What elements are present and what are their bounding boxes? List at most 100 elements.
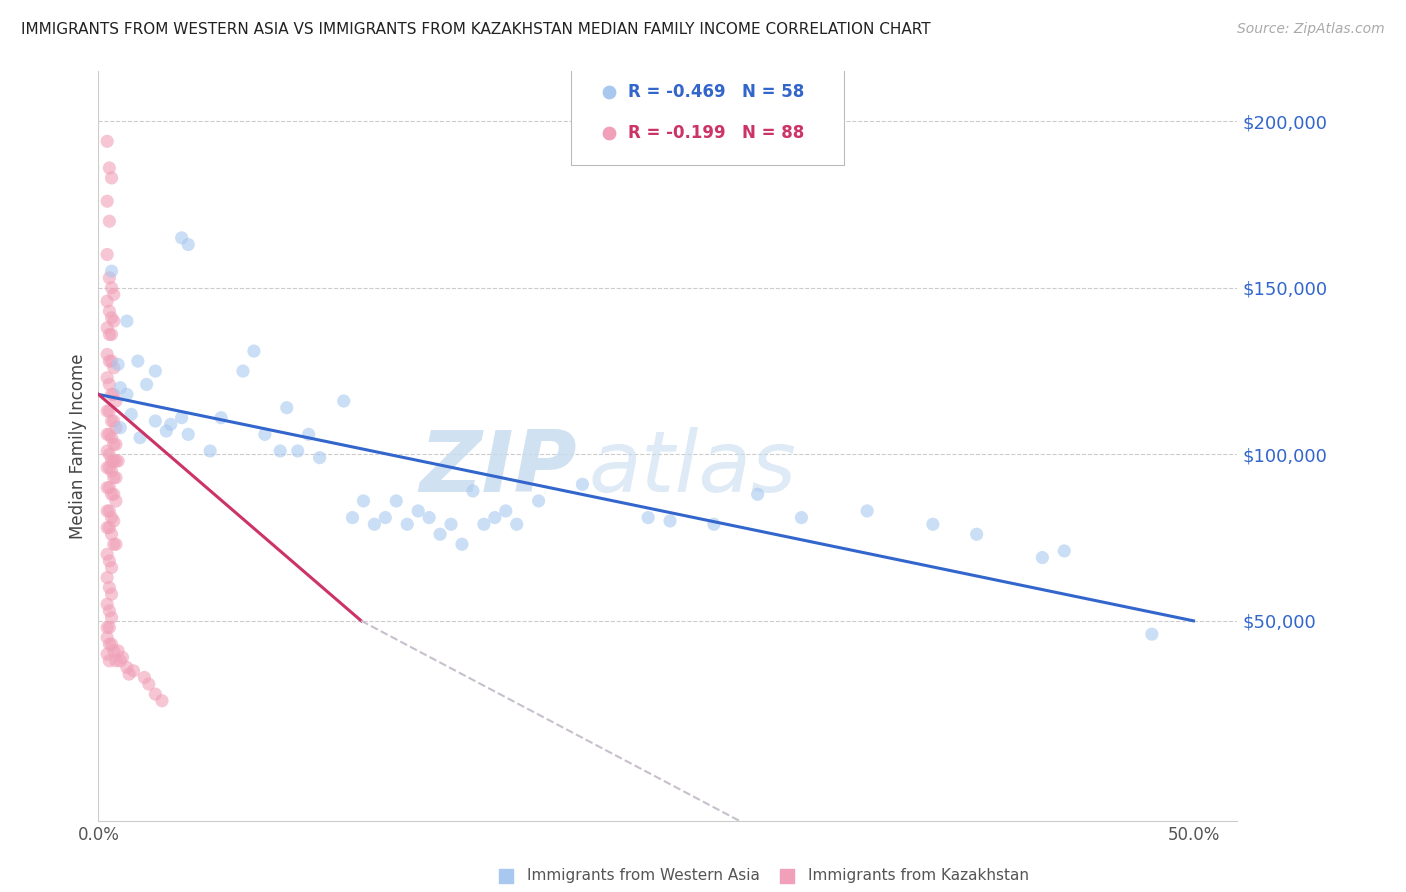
- Point: [110, 654, 132, 668]
- Point: [98, 620, 121, 634]
- Point: [96, 404, 118, 418]
- Point: [243, 344, 266, 359]
- Point: [135, 377, 157, 392]
- Point: [170, 410, 193, 425]
- Point: [98, 327, 121, 342]
- Point: [98, 404, 121, 418]
- Text: N = 88: N = 88: [742, 124, 804, 142]
- Point: [451, 537, 474, 551]
- Point: [98, 520, 121, 534]
- Point: [1313, 780, 1336, 795]
- Point: [98, 554, 121, 568]
- Point: [98, 460, 121, 475]
- Point: [98, 654, 121, 668]
- Point: [107, 358, 129, 372]
- Point: [98, 354, 121, 368]
- Point: [406, 504, 429, 518]
- Point: [232, 364, 254, 378]
- Point: [100, 387, 122, 401]
- Point: [385, 494, 408, 508]
- Point: [98, 214, 121, 228]
- Point: [100, 264, 122, 278]
- Point: [308, 450, 330, 465]
- Point: [150, 694, 173, 708]
- Point: [104, 420, 127, 434]
- Point: [103, 514, 125, 528]
- Point: [100, 354, 122, 368]
- Point: [103, 314, 125, 328]
- Point: [209, 410, 232, 425]
- Point: [96, 294, 118, 309]
- Point: [103, 454, 125, 468]
- Text: IMMIGRANTS FROM WESTERN ASIA VS IMMIGRANTS FROM KAZAKHSTAN MEDIAN FAMILY INCOME : IMMIGRANTS FROM WESTERN ASIA VS IMMIGRAN…: [21, 22, 931, 37]
- Point: [96, 247, 118, 261]
- Point: [110, 381, 132, 395]
- Point: [287, 444, 309, 458]
- Point: [363, 517, 385, 532]
- Point: [100, 487, 122, 501]
- Point: [440, 517, 463, 532]
- Point: [104, 394, 127, 409]
- Point: [111, 650, 134, 665]
- Point: [96, 134, 118, 148]
- Point: [104, 537, 127, 551]
- Point: [115, 314, 138, 328]
- Point: [104, 494, 127, 508]
- Text: Immigrants from Western Asia: Immigrants from Western Asia: [527, 869, 761, 883]
- Point: [98, 447, 121, 461]
- Point: [1053, 544, 1076, 558]
- Point: [198, 444, 221, 458]
- Point: [472, 517, 495, 532]
- Point: [98, 427, 121, 442]
- Point: [103, 537, 125, 551]
- Point: [1069, 780, 1091, 795]
- Point: [790, 510, 813, 524]
- Point: [103, 414, 125, 428]
- Point: [659, 514, 682, 528]
- Point: [921, 517, 943, 532]
- Point: [110, 420, 132, 434]
- Point: [100, 510, 122, 524]
- Point: [100, 281, 122, 295]
- Point: [129, 431, 152, 445]
- Y-axis label: Median Family Income: Median Family Income: [69, 353, 87, 539]
- Point: [177, 237, 200, 252]
- Point: [127, 354, 149, 368]
- Point: [96, 547, 118, 561]
- Point: [253, 427, 276, 442]
- Point: [100, 414, 122, 428]
- Point: [103, 470, 125, 484]
- Text: Immigrants from Kazakhstan: Immigrants from Kazakhstan: [808, 869, 1029, 883]
- Point: [96, 444, 118, 458]
- Point: [96, 347, 118, 361]
- Point: [352, 494, 374, 508]
- Point: [1031, 550, 1053, 565]
- Point: [1069, 780, 1091, 795]
- Text: N = 58: N = 58: [742, 83, 804, 102]
- Point: [98, 604, 121, 618]
- Point: [159, 417, 181, 432]
- Point: [104, 654, 127, 668]
- Point: [703, 517, 725, 532]
- Point: [527, 494, 550, 508]
- Point: [100, 327, 122, 342]
- Point: [103, 437, 125, 451]
- Point: [115, 660, 138, 674]
- Point: [637, 510, 659, 524]
- Point: [96, 460, 118, 475]
- Point: [298, 427, 321, 442]
- Point: [100, 587, 122, 601]
- Point: [96, 194, 118, 209]
- Point: [155, 424, 177, 438]
- Point: [100, 527, 122, 541]
- Point: [429, 527, 451, 541]
- Text: Source: ZipAtlas.com: Source: ZipAtlas.com: [1237, 22, 1385, 37]
- Point: [103, 487, 125, 501]
- FancyBboxPatch shape: [571, 64, 845, 165]
- Point: [104, 470, 127, 484]
- Point: [96, 520, 118, 534]
- Point: [100, 464, 122, 478]
- Point: [461, 483, 484, 498]
- Point: [122, 664, 145, 678]
- Point: [571, 477, 593, 491]
